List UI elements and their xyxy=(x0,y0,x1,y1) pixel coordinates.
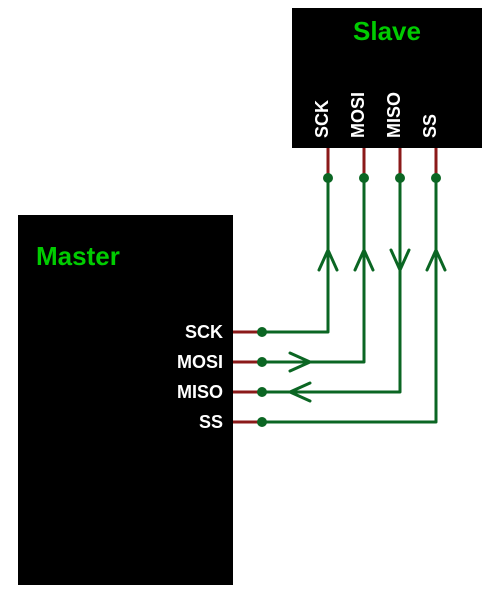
junction-master-miso xyxy=(257,387,267,397)
slave-pin-label-sck: SCK xyxy=(312,100,332,138)
slave-title: Slave xyxy=(353,16,421,46)
wire-miso xyxy=(262,178,400,392)
spi-wiring-diagram: Slave SCK MOSI MISO SS Master SCK MOSI MISO SS xyxy=(0,0,500,610)
slave-pin-label-ss: SS xyxy=(420,114,440,138)
master-pin-label-miso: MISO xyxy=(177,382,223,402)
master-pin-label-ss: SS xyxy=(199,412,223,432)
junction-master-sck xyxy=(257,327,267,337)
junction-slave-miso xyxy=(395,173,405,183)
junction-slave-mosi xyxy=(359,173,369,183)
master-pin-label-mosi: MOSI xyxy=(177,352,223,372)
wire-ss xyxy=(262,178,436,422)
slave-pin-label-mosi: MOSI xyxy=(348,92,368,138)
junction-master-mosi xyxy=(257,357,267,367)
wire-mosi xyxy=(262,178,364,362)
junction-slave-ss xyxy=(431,173,441,183)
wire-sck xyxy=(262,178,328,332)
master-title: Master xyxy=(36,241,120,271)
junction-slave-sck xyxy=(323,173,333,183)
junction-master-ss xyxy=(257,417,267,427)
slave-pin-label-miso: MISO xyxy=(384,92,404,138)
master-pin-label-sck: SCK xyxy=(185,322,223,342)
